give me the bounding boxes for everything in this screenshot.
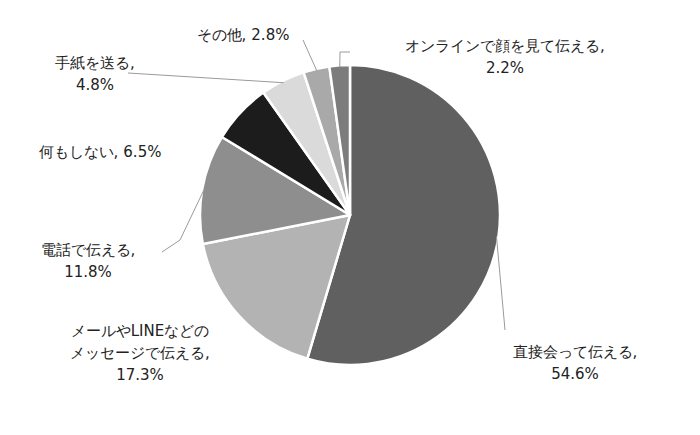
- category-line: メールやLINEなどの: [71, 322, 209, 340]
- slice-label: 何もしない,6.5%: [39, 143, 162, 161]
- category-label: 手紙を送る,: [55, 54, 135, 72]
- value-label: 4.8%: [76, 76, 114, 94]
- slice-label: その他,2.8%: [197, 26, 290, 44]
- value-label: 2.8%: [251, 26, 289, 44]
- value-label: 17.3%: [116, 366, 164, 384]
- leader-line: [340, 52, 350, 67]
- chart-container: 直接会って伝える, 54.6% メールやLINEなどのメッセージで伝える, 17.3%…: [0, 0, 700, 435]
- slices: [200, 65, 500, 365]
- category-label: 電話で伝える,: [41, 241, 136, 259]
- category-label: 何もしない,: [39, 143, 119, 161]
- pie-slice: [329, 65, 350, 215]
- value-label: 54.6%: [551, 365, 599, 383]
- category-label: メールやLINEなどのメッセージで伝える,: [70, 322, 210, 362]
- leader-line: [162, 189, 204, 252]
- category-label: オンラインで顔を見て伝える,: [405, 37, 605, 55]
- leader-line: [128, 73, 284, 83]
- category-label: その他,: [197, 26, 247, 44]
- category-line: 直接会って伝える,: [513, 343, 638, 361]
- category-line: 電話で伝える,: [41, 241, 136, 259]
- category-label: 直接会って伝える,: [513, 343, 638, 361]
- leader-line: [303, 40, 317, 71]
- background: [0, 0, 700, 435]
- value-label: 6.5%: [123, 143, 161, 161]
- leader-lines: [128, 40, 505, 330]
- category-line: メッセージで伝える,: [70, 344, 210, 362]
- category-line: 手紙を送る,: [55, 54, 135, 72]
- pie-chart: 直接会って伝える, 54.6% メールやLINEなどのメッセージで伝える, 17.3%…: [0, 0, 700, 435]
- value-label: 11.8%: [64, 263, 112, 281]
- leader-line: [496, 236, 505, 330]
- category-line: オンラインで顔を見て伝える,: [405, 37, 605, 55]
- data-labels: 直接会って伝える, 54.6% メールやLINEなどのメッセージで伝える, 17.3%…: [39, 26, 638, 384]
- value-label: 2.2%: [486, 59, 524, 77]
